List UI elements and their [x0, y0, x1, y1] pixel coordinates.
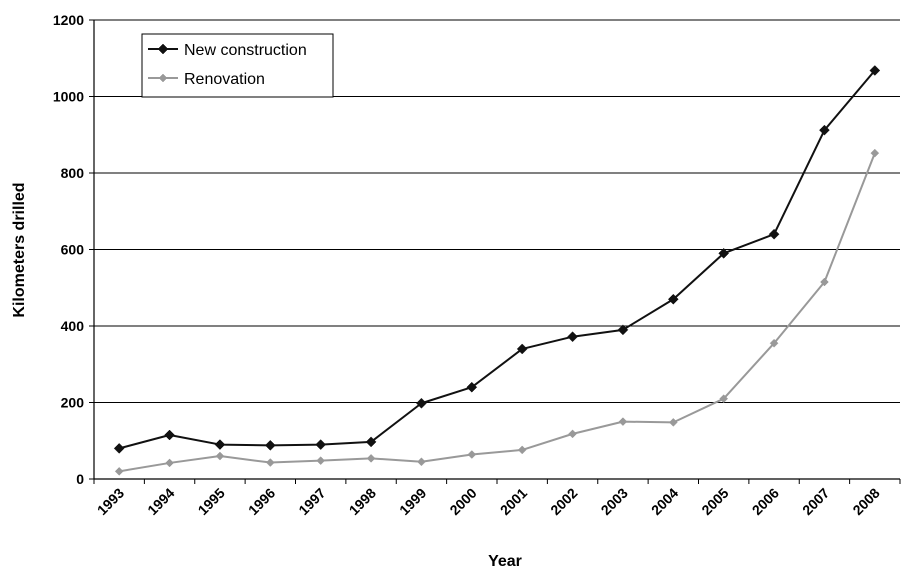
data-point — [517, 445, 527, 455]
x-tick-label: 1997 — [295, 485, 328, 518]
legend: New construction Renovation — [141, 33, 334, 98]
data-point — [819, 124, 830, 136]
data-point — [568, 429, 577, 439]
data-point — [617, 324, 629, 336]
data-point — [718, 247, 730, 259]
x-tick-label: 2007 — [799, 485, 832, 518]
axes — [89, 19, 901, 484]
series-line — [118, 69, 876, 450]
data-point — [516, 343, 528, 355]
x-tick-label: 2005 — [698, 485, 731, 518]
x-tick-label: 2003 — [598, 485, 631, 518]
data-point — [114, 466, 124, 476]
data-point — [417, 457, 426, 467]
data-point — [416, 397, 427, 409]
data-point — [265, 458, 275, 467]
data-point — [165, 458, 174, 468]
x-tick-label: 1996 — [245, 485, 278, 518]
data-point — [667, 293, 679, 305]
series-lines — [113, 65, 881, 476]
x-tick-label: 1998 — [346, 485, 379, 518]
series-line — [119, 152, 876, 473]
y-tick-label: 0 — [76, 471, 84, 487]
y-tick-label: 400 — [61, 318, 85, 334]
legend-item: New construction — [148, 42, 307, 59]
x-tick-labels: 1993 1994 1995 1996 1997 1998 1999 2000 2001 2002… — [94, 485, 883, 518]
data-point — [215, 451, 225, 461]
data-point — [113, 443, 125, 454]
series-new-construction — [113, 65, 881, 454]
data-point — [366, 453, 376, 463]
legend-box — [141, 33, 334, 98]
x-tick-label: 2002 — [547, 485, 580, 518]
y-tick-label: 200 — [61, 395, 85, 411]
data-point — [820, 277, 829, 287]
y-tick-label: 800 — [61, 165, 85, 181]
data-point — [315, 439, 327, 450]
data-point — [668, 418, 678, 427]
y-tick-label: 1000 — [53, 89, 84, 105]
data-point — [618, 417, 628, 426]
x-tick-label: 1999 — [396, 485, 429, 518]
data-point — [870, 148, 880, 158]
x-tick-label: 1995 — [195, 485, 228, 518]
data-point — [467, 450, 477, 459]
data-point — [869, 65, 881, 76]
data-point — [719, 394, 729, 404]
x-tick-label: 1994 — [144, 485, 177, 518]
data-point — [567, 331, 578, 343]
y-axis-title: Kilometers drilled — [11, 182, 28, 317]
legend-label: Renovation — [184, 71, 265, 88]
data-point — [365, 436, 377, 448]
data-point — [316, 456, 326, 465]
x-tick-label: 2000 — [446, 485, 479, 518]
data-point — [164, 429, 175, 441]
x-tick-label: 2004 — [648, 485, 681, 518]
legend-label: New construction — [184, 42, 307, 59]
x-tick-label: 2001 — [497, 485, 530, 518]
data-point — [466, 381, 478, 393]
y-tick-labels: 0 200 400 600 800 1000 1200 — [53, 12, 84, 487]
y-tick-label: 600 — [61, 242, 85, 258]
data-point — [768, 228, 780, 240]
data-point — [214, 439, 226, 450]
data-point — [264, 439, 276, 451]
legend-marker — [158, 73, 168, 83]
y-tick-label: 1200 — [53, 12, 84, 28]
legend-marker — [157, 43, 169, 55]
legend-item: Renovation — [148, 71, 265, 88]
x-tick-label: 2008 — [849, 485, 882, 518]
data-point — [769, 338, 779, 348]
x-tick-label: 1993 — [94, 485, 127, 518]
x-tick-label: 2006 — [749, 485, 782, 518]
series-renovation — [114, 148, 880, 476]
x-axis-title: Year — [488, 553, 522, 570]
